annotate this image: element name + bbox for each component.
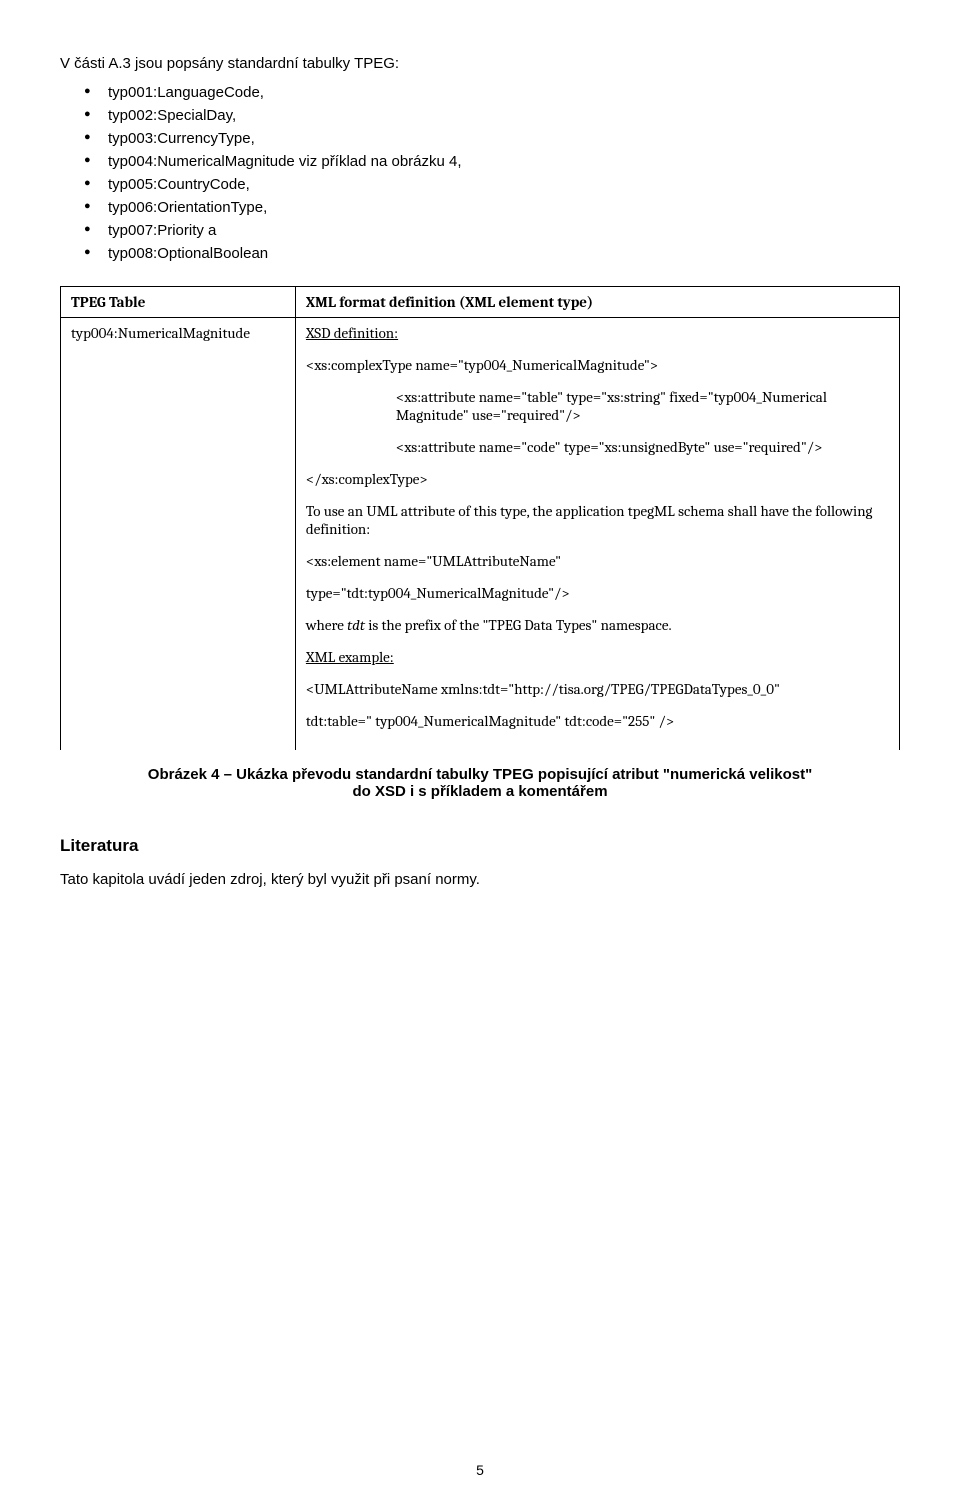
list-item: typ003:CurrencyType, [84, 130, 900, 147]
table-header-col1: TPEG Table [61, 287, 296, 318]
table-header-row: TPEG Table XML format definition (XML el… [61, 287, 900, 318]
code-line: <UMLAttributeName xmlns:tdt="http://tisa… [306, 680, 889, 698]
page-number: 5 [0, 1462, 960, 1478]
list-item: typ008:OptionalBoolean [84, 245, 900, 262]
body-text: where tdt is the prefix of the "TPEG Dat… [306, 616, 889, 634]
code-line: <xs:attribute name="code" type="xs:unsig… [306, 438, 889, 456]
list-item: typ004:NumericalMagnitude viz příklad na… [84, 153, 900, 170]
code-line: <xs:complexType name="typ004_NumericalMa… [306, 356, 889, 374]
code-line: <xs:attribute name="table" type="xs:stri… [306, 388, 889, 424]
body-text-pre: where [306, 616, 347, 634]
body-text-italic: tdt [347, 616, 365, 634]
figure-caption: Obrázek 4 – Ukázka převodu standardní ta… [60, 766, 900, 800]
caption-line1: Obrázek 4 – Ukázka převodu standardní ta… [148, 766, 812, 783]
list-item: typ001:LanguageCode, [84, 84, 900, 101]
code-line: </xs:complexType> [306, 470, 889, 488]
table-header-col2: XML format definition (XML element type) [295, 287, 899, 318]
code-line: type="tdt:typ004_NumericalMagnitude"/> [306, 584, 889, 602]
list-item: typ006:OrientationType, [84, 199, 900, 216]
literatura-heading: Literatura [60, 836, 900, 856]
code-line: <xs:element name="UMLAttributeName" [306, 552, 889, 570]
tpeg-table: TPEG Table XML format definition (XML el… [60, 286, 900, 750]
bullet-list: typ001:LanguageCode, typ002:SpecialDay, … [60, 84, 900, 262]
table-cell-tpeg-table: typ004:NumericalMagnitude [61, 318, 296, 751]
body-text: To use an UML attribute of this type, th… [306, 502, 889, 538]
intro-text: V části A.3 jsou popsány standardní tabu… [60, 55, 900, 72]
list-item: typ002:SpecialDay, [84, 107, 900, 124]
table-row: typ004:NumericalMagnitude XSD definition… [61, 318, 900, 751]
code-line: tdt:table=" typ004_NumericalMagnitude" t… [306, 712, 889, 730]
xsd-definition-label: XSD definition: [306, 324, 889, 342]
table-cell-xml-def: XSD definition: <xs:complexType name="ty… [295, 318, 899, 751]
list-item: typ005:CountryCode, [84, 176, 900, 193]
list-item: typ007:Priority a [84, 222, 900, 239]
body-text-post: is the prefix of the "TPEG Data Types" n… [365, 616, 672, 634]
literatura-text: Tato kapitola uvádí jeden zdroj, který b… [60, 871, 900, 888]
xml-example-label: XML example: [306, 648, 889, 666]
caption-line2: do XSD i s příkladem a komentářem [352, 783, 607, 800]
